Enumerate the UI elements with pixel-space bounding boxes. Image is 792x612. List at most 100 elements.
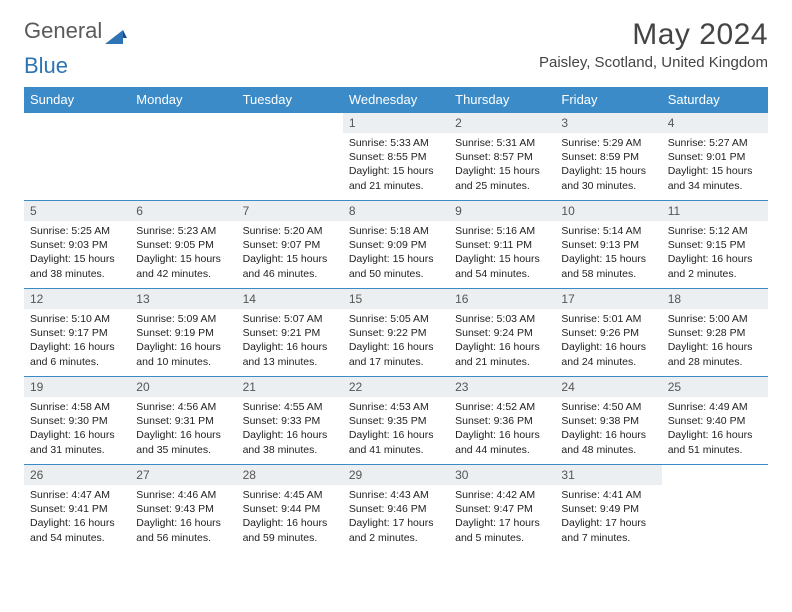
day-details: Sunrise: 5:12 AMSunset: 9:15 PMDaylight:… xyxy=(662,221,768,285)
weekday-header: Wednesday xyxy=(343,87,449,113)
location: Paisley, Scotland, United Kingdom xyxy=(539,54,768,71)
day-details: Sunrise: 4:50 AMSunset: 9:38 PMDaylight:… xyxy=(555,397,661,461)
day-number: 30 xyxy=(449,465,555,485)
calendar-cell: 25Sunrise: 4:49 AMSunset: 9:40 PMDayligh… xyxy=(662,377,768,465)
day-number: 22 xyxy=(343,377,449,397)
weekday-header: Friday xyxy=(555,87,661,113)
day-number: 23 xyxy=(449,377,555,397)
weekday-header: Monday xyxy=(130,87,236,113)
day-details: Sunrise: 4:45 AMSunset: 9:44 PMDaylight:… xyxy=(237,485,343,549)
day-number: 26 xyxy=(24,465,130,485)
day-details: Sunrise: 4:56 AMSunset: 9:31 PMDaylight:… xyxy=(130,397,236,461)
day-number: 28 xyxy=(237,465,343,485)
day-number: 29 xyxy=(343,465,449,485)
day-details: Sunrise: 4:43 AMSunset: 9:46 PMDaylight:… xyxy=(343,485,449,549)
day-details: Sunrise: 5:31 AMSunset: 8:57 PMDaylight:… xyxy=(449,133,555,197)
day-number: 5 xyxy=(24,201,130,221)
day-details: Sunrise: 4:55 AMSunset: 9:33 PMDaylight:… xyxy=(237,397,343,461)
calendar-cell: 11Sunrise: 5:12 AMSunset: 9:15 PMDayligh… xyxy=(662,201,768,289)
calendar-cell: 17Sunrise: 5:01 AMSunset: 9:26 PMDayligh… xyxy=(555,289,661,377)
day-number: 21 xyxy=(237,377,343,397)
calendar-cell: 27Sunrise: 4:46 AMSunset: 9:43 PMDayligh… xyxy=(130,465,236,553)
calendar-cell: 21Sunrise: 4:55 AMSunset: 9:33 PMDayligh… xyxy=(237,377,343,465)
day-details: Sunrise: 4:41 AMSunset: 9:49 PMDaylight:… xyxy=(555,485,661,549)
day-details: Sunrise: 5:27 AMSunset: 9:01 PMDaylight:… xyxy=(662,133,768,197)
calendar-cell: 5Sunrise: 5:25 AMSunset: 9:03 PMDaylight… xyxy=(24,201,130,289)
day-number: 31 xyxy=(555,465,661,485)
calendar-cell: 10Sunrise: 5:14 AMSunset: 9:13 PMDayligh… xyxy=(555,201,661,289)
weekday-header: Thursday xyxy=(449,87,555,113)
calendar-cell: 16Sunrise: 5:03 AMSunset: 9:24 PMDayligh… xyxy=(449,289,555,377)
calendar-cell: .. xyxy=(24,113,130,201)
calendar-cell: 9Sunrise: 5:16 AMSunset: 9:11 PMDaylight… xyxy=(449,201,555,289)
weekday-header: Saturday xyxy=(662,87,768,113)
calendar-cell: 23Sunrise: 4:52 AMSunset: 9:36 PMDayligh… xyxy=(449,377,555,465)
calendar-cell: 18Sunrise: 5:00 AMSunset: 9:28 PMDayligh… xyxy=(662,289,768,377)
day-details: Sunrise: 5:09 AMSunset: 9:19 PMDaylight:… xyxy=(130,309,236,373)
day-number: 27 xyxy=(130,465,236,485)
calendar-cell: 4Sunrise: 5:27 AMSunset: 9:01 PMDaylight… xyxy=(662,113,768,201)
calendar-cell: 2Sunrise: 5:31 AMSunset: 8:57 PMDaylight… xyxy=(449,113,555,201)
day-details: Sunrise: 5:23 AMSunset: 9:05 PMDaylight:… xyxy=(130,221,236,285)
day-number: 2 xyxy=(449,113,555,133)
day-details: Sunrise: 5:18 AMSunset: 9:09 PMDaylight:… xyxy=(343,221,449,285)
day-details: Sunrise: 5:07 AMSunset: 9:21 PMDaylight:… xyxy=(237,309,343,373)
calendar-cell: .. xyxy=(130,113,236,201)
day-number: 17 xyxy=(555,289,661,309)
calendar-cell: 19Sunrise: 4:58 AMSunset: 9:30 PMDayligh… xyxy=(24,377,130,465)
calendar-cell: .. xyxy=(662,465,768,553)
calendar-cell: 8Sunrise: 5:18 AMSunset: 9:09 PMDaylight… xyxy=(343,201,449,289)
logo-sail-icon xyxy=(105,24,127,40)
day-details: Sunrise: 4:46 AMSunset: 9:43 PMDaylight:… xyxy=(130,485,236,549)
day-number: 3 xyxy=(555,113,661,133)
day-number: 19 xyxy=(24,377,130,397)
day-number: 1 xyxy=(343,113,449,133)
calendar-cell: 14Sunrise: 5:07 AMSunset: 9:21 PMDayligh… xyxy=(237,289,343,377)
day-details: Sunrise: 4:58 AMSunset: 9:30 PMDaylight:… xyxy=(24,397,130,461)
day-details: Sunrise: 5:05 AMSunset: 9:22 PMDaylight:… xyxy=(343,309,449,373)
day-details: Sunrise: 5:20 AMSunset: 9:07 PMDaylight:… xyxy=(237,221,343,285)
calendar-cell: 29Sunrise: 4:43 AMSunset: 9:46 PMDayligh… xyxy=(343,465,449,553)
calendar-cell: 3Sunrise: 5:29 AMSunset: 8:59 PMDaylight… xyxy=(555,113,661,201)
day-number: 10 xyxy=(555,201,661,221)
day-number: 20 xyxy=(130,377,236,397)
day-number: 13 xyxy=(130,289,236,309)
day-number: 8 xyxy=(343,201,449,221)
logo-text-2: Blue xyxy=(24,53,68,78)
day-details: Sunrise: 5:25 AMSunset: 9:03 PMDaylight:… xyxy=(24,221,130,285)
month-title: May 2024 xyxy=(539,18,768,52)
calendar-cell: 13Sunrise: 5:09 AMSunset: 9:19 PMDayligh… xyxy=(130,289,236,377)
day-details: Sunrise: 5:01 AMSunset: 9:26 PMDaylight:… xyxy=(555,309,661,373)
logo-text-1: General xyxy=(24,18,102,44)
calendar-cell: 1Sunrise: 5:33 AMSunset: 8:55 PMDaylight… xyxy=(343,113,449,201)
calendar-cell: 30Sunrise: 4:42 AMSunset: 9:47 PMDayligh… xyxy=(449,465,555,553)
day-details: Sunrise: 5:00 AMSunset: 9:28 PMDaylight:… xyxy=(662,309,768,373)
calendar-cell: 15Sunrise: 5:05 AMSunset: 9:22 PMDayligh… xyxy=(343,289,449,377)
day-number: 14 xyxy=(237,289,343,309)
calendar-cell: 24Sunrise: 4:50 AMSunset: 9:38 PMDayligh… xyxy=(555,377,661,465)
day-number: 7 xyxy=(237,201,343,221)
day-details: Sunrise: 4:49 AMSunset: 9:40 PMDaylight:… xyxy=(662,397,768,461)
day-number: 15 xyxy=(343,289,449,309)
weekday-header: Sunday xyxy=(24,87,130,113)
calendar-cell: 26Sunrise: 4:47 AMSunset: 9:41 PMDayligh… xyxy=(24,465,130,553)
calendar-table: SundayMondayTuesdayWednesdayThursdayFrid… xyxy=(24,87,768,553)
calendar-cell: .. xyxy=(237,113,343,201)
day-number: 25 xyxy=(662,377,768,397)
day-details: Sunrise: 4:53 AMSunset: 9:35 PMDaylight:… xyxy=(343,397,449,461)
day-number: 9 xyxy=(449,201,555,221)
logo: General xyxy=(24,18,129,44)
day-details: Sunrise: 5:03 AMSunset: 9:24 PMDaylight:… xyxy=(449,309,555,373)
day-number: 6 xyxy=(130,201,236,221)
day-details: Sunrise: 5:14 AMSunset: 9:13 PMDaylight:… xyxy=(555,221,661,285)
day-details: Sunrise: 4:47 AMSunset: 9:41 PMDaylight:… xyxy=(24,485,130,549)
day-number: 16 xyxy=(449,289,555,309)
day-details: Sunrise: 4:42 AMSunset: 9:47 PMDaylight:… xyxy=(449,485,555,549)
calendar-cell: 31Sunrise: 4:41 AMSunset: 9:49 PMDayligh… xyxy=(555,465,661,553)
day-details: Sunrise: 4:52 AMSunset: 9:36 PMDaylight:… xyxy=(449,397,555,461)
calendar-cell: 7Sunrise: 5:20 AMSunset: 9:07 PMDaylight… xyxy=(237,201,343,289)
day-details: Sunrise: 5:29 AMSunset: 8:59 PMDaylight:… xyxy=(555,133,661,197)
calendar-cell: 12Sunrise: 5:10 AMSunset: 9:17 PMDayligh… xyxy=(24,289,130,377)
day-details: Sunrise: 5:16 AMSunset: 9:11 PMDaylight:… xyxy=(449,221,555,285)
day-details: Sunrise: 5:33 AMSunset: 8:55 PMDaylight:… xyxy=(343,133,449,197)
